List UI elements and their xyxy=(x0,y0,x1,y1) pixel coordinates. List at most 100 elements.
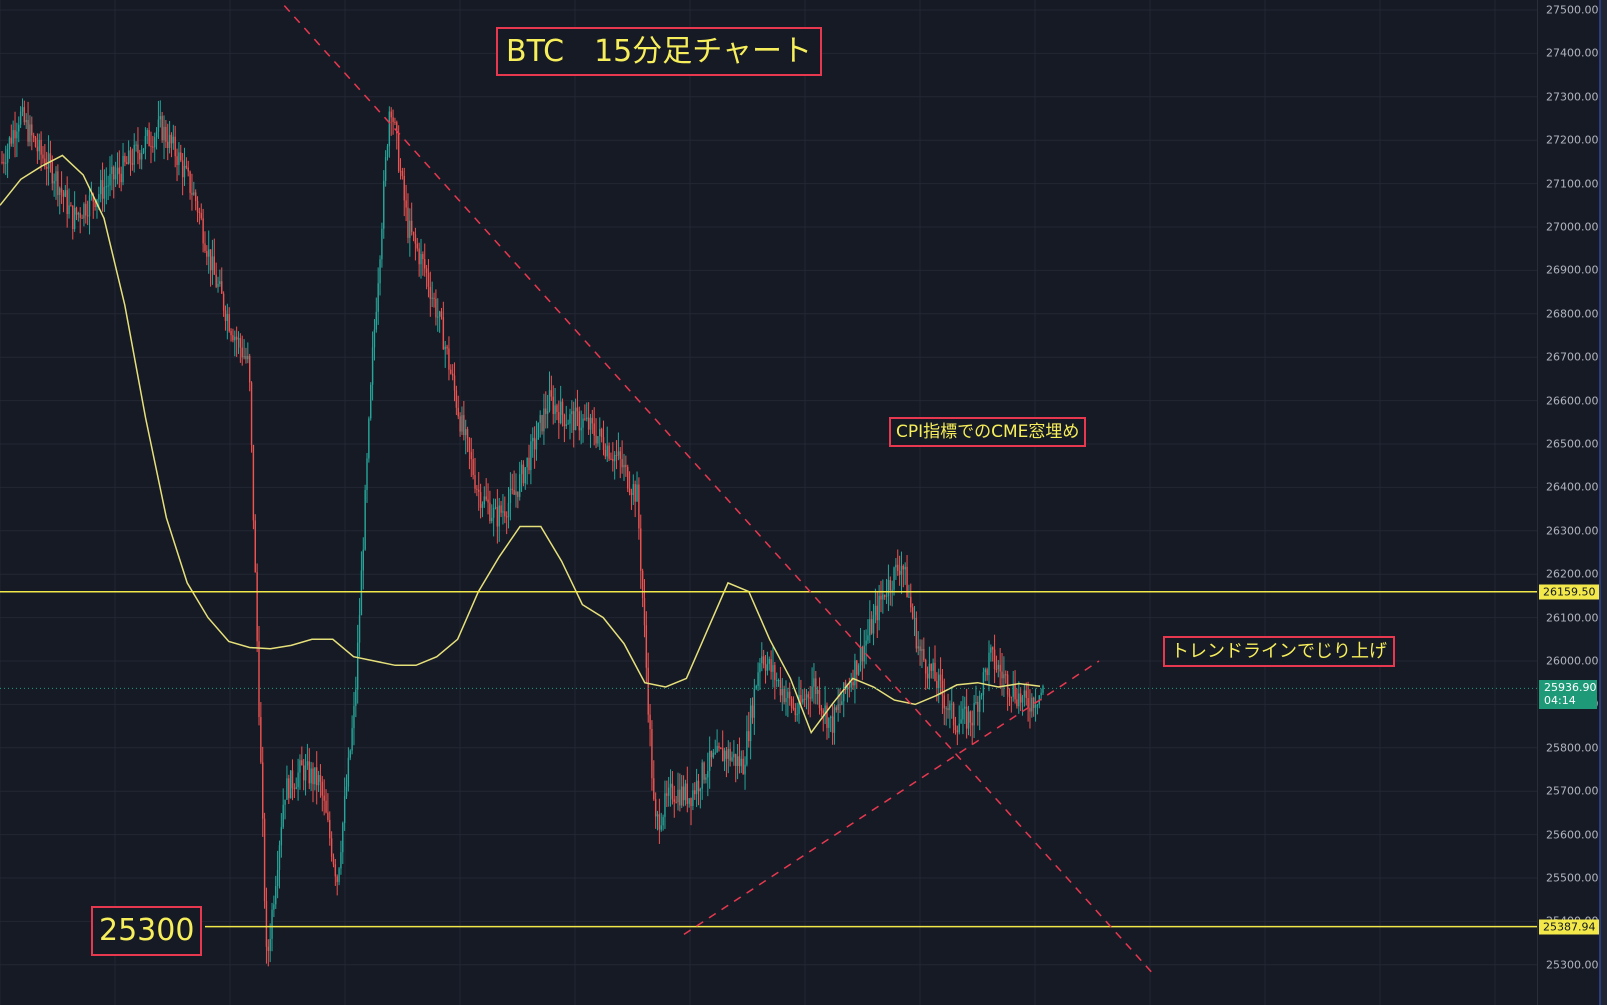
candle xyxy=(418,242,420,277)
candle xyxy=(215,262,217,289)
candle-body xyxy=(213,256,215,275)
candle xyxy=(651,720,653,791)
candle-body xyxy=(876,605,878,621)
candle xyxy=(591,409,594,434)
candle-body xyxy=(807,694,810,698)
candle-body xyxy=(433,297,435,299)
candle-body xyxy=(399,170,402,172)
trendlines xyxy=(283,5,1154,974)
candle-body xyxy=(187,167,189,172)
candle xyxy=(748,711,750,748)
candle-body xyxy=(204,243,206,252)
candle xyxy=(876,591,878,638)
moving-average-line xyxy=(0,154,1041,735)
candle xyxy=(101,162,104,212)
candle xyxy=(40,131,42,172)
candle-body xyxy=(939,674,942,681)
candle-body xyxy=(587,417,590,430)
candle-body xyxy=(597,436,599,444)
candle xyxy=(198,207,201,225)
candle xyxy=(289,770,292,799)
candle xyxy=(487,483,489,515)
candle-body xyxy=(129,150,132,163)
axis-scroll-edge[interactable] xyxy=(1599,0,1607,1005)
candle xyxy=(755,684,757,690)
candle xyxy=(999,647,1001,689)
candle-body xyxy=(302,765,305,781)
candle-body xyxy=(714,752,716,754)
candle-body xyxy=(183,165,186,178)
chart-plot-area[interactable] xyxy=(0,0,1537,1005)
candle-body xyxy=(442,317,445,350)
candle-body xyxy=(895,564,897,568)
candle xyxy=(831,704,834,745)
candle-body xyxy=(3,162,5,164)
candle xyxy=(260,702,262,765)
candle xyxy=(267,939,270,967)
candle-body xyxy=(679,789,681,806)
candle-body xyxy=(368,418,370,459)
candle-body xyxy=(874,605,877,616)
candle xyxy=(485,478,487,502)
candle-body xyxy=(291,770,294,789)
candle xyxy=(513,470,515,496)
candle-body xyxy=(884,594,886,597)
candle xyxy=(370,382,372,421)
candle xyxy=(329,811,331,846)
candle xyxy=(913,605,916,637)
candle xyxy=(910,583,912,613)
candle-body xyxy=(243,356,245,358)
candle-body xyxy=(643,597,646,626)
candle xyxy=(826,702,828,740)
candle-body xyxy=(716,746,718,753)
candle-body xyxy=(627,466,629,489)
candle xyxy=(468,437,471,470)
candle xyxy=(241,335,243,366)
candle-body xyxy=(189,171,191,193)
candle-body xyxy=(757,672,759,686)
candle xyxy=(491,504,493,524)
candle-body xyxy=(1012,684,1014,697)
candle-body xyxy=(690,798,692,807)
candle xyxy=(723,747,726,772)
candle-body xyxy=(783,688,785,703)
candle-body xyxy=(288,778,290,799)
candle-body xyxy=(913,618,916,620)
candle-body xyxy=(159,116,161,120)
candle-body xyxy=(142,148,145,153)
candle-body xyxy=(466,429,469,439)
candle xyxy=(971,710,973,745)
price-axis[interactable]: 27500.00 27400.00 27300.00 27200.00 27100.00… xyxy=(1537,0,1600,1005)
candle xyxy=(403,167,405,217)
candle xyxy=(1038,695,1040,709)
candle-body xyxy=(507,502,510,518)
candle-body xyxy=(99,180,102,195)
price-tick-label: 25600.00 xyxy=(1546,828,1599,842)
support-price-tag: 25387.94 xyxy=(1539,919,1600,935)
candle xyxy=(669,769,672,807)
candle-body xyxy=(81,217,83,219)
candle-body xyxy=(412,231,415,235)
candle xyxy=(766,651,769,676)
candle xyxy=(459,412,461,437)
candle-body xyxy=(83,203,85,219)
candle xyxy=(489,490,491,524)
candle xyxy=(109,156,111,197)
candle xyxy=(342,821,344,864)
candle xyxy=(567,419,569,425)
candle-body xyxy=(653,778,655,800)
candle-body xyxy=(355,689,357,706)
candle-body xyxy=(396,122,398,134)
candle xyxy=(250,381,253,453)
candle xyxy=(496,489,499,544)
candle xyxy=(595,418,597,449)
candle-body xyxy=(343,796,346,824)
candle-body xyxy=(1034,705,1037,708)
candle xyxy=(191,173,193,211)
candle-body xyxy=(708,751,711,771)
candle-body xyxy=(725,750,728,759)
candle xyxy=(343,777,346,831)
candle-body xyxy=(539,415,541,423)
candle xyxy=(478,472,480,511)
candle xyxy=(563,413,566,443)
